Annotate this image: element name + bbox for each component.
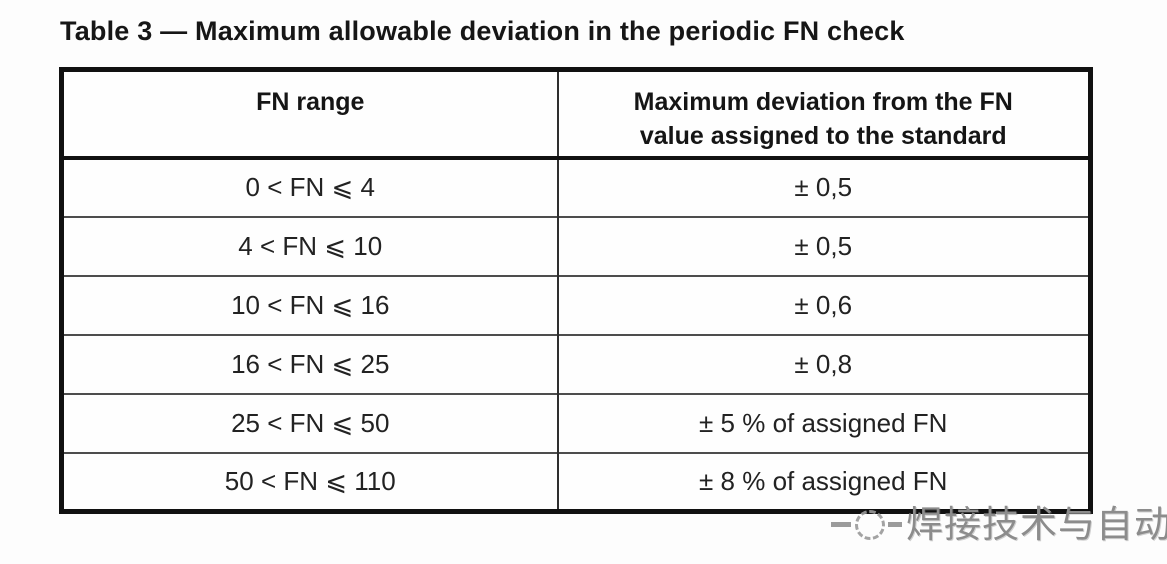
table-row: 50 < FN ⩽ 110 ± 8 % of assigned FN <box>61 451 1091 512</box>
table-row: 25 < FN ⩽ 50 ± 5 % of assigned FN <box>61 392 1091 453</box>
watermark-text: 焊接技术与自动化 <box>906 504 1167 545</box>
header-max-deviation: Maximum deviation from the FN value assi… <box>556 69 1091 160</box>
fn-range-cell: 16 < FN ⩽ 25 <box>61 333 558 394</box>
watermark: 焊接技术与自动化 <box>831 506 1167 543</box>
deviation-cell: ± 0,5 <box>556 215 1091 276</box>
table-row: 4 < FN ⩽ 10 ± 0,5 <box>61 215 1091 276</box>
table-row: 0 < FN ⩽ 4 ± 0,5 <box>62 157 1091 217</box>
deviation-cell: ± 0,5 <box>556 157 1091 217</box>
table-row: 16 < FN ⩽ 25 ± 0,8 <box>61 333 1091 394</box>
watermark-dash-icon <box>831 522 851 527</box>
header-max-deviation-text: Maximum deviation from the FN value assi… <box>633 88 1013 150</box>
header-fn-range: FN range <box>61 69 558 160</box>
deviation-cell: ± 8 % of assigned FN <box>556 451 1091 512</box>
fn-range-cell: 10 < FN ⩽ 16 <box>61 274 558 335</box>
table-row: 10 < FN ⩽ 16 ± 0,6 <box>61 274 1091 335</box>
fn-range-cell: 4 < FN ⩽ 10 <box>61 215 558 276</box>
dashed-circle-logo-icon <box>855 509 885 540</box>
deviation-cell: ± 0,6 <box>556 274 1091 335</box>
fn-range-cell: 50 < FN ⩽ 110 <box>61 451 558 512</box>
fn-range-cell: 0 < FN ⩽ 4 <box>245 172 375 202</box>
header-row: FN range Maximum deviation from the FN v… <box>61 69 1091 160</box>
deviation-cell: ± 0,8 <box>556 333 1091 394</box>
deviation-cell: ± 5 % of assigned FN <box>556 392 1091 453</box>
fn-range-cell: 25 < FN ⩽ 50 <box>61 392 558 453</box>
watermark-dash-icon <box>888 522 902 527</box>
fn-deviation-table: FN range Maximum deviation from the FN v… <box>59 67 1093 514</box>
table-body: 0 < FN ⩽ 4 ± 0,5 4 < FN ⩽ 10 ± 0,5 10 < … <box>61 157 1091 512</box>
table-header: FN range Maximum deviation from the FN v… <box>61 69 1091 160</box>
table-caption: Table 3 — Maximum allowable deviation in… <box>60 16 905 46</box>
